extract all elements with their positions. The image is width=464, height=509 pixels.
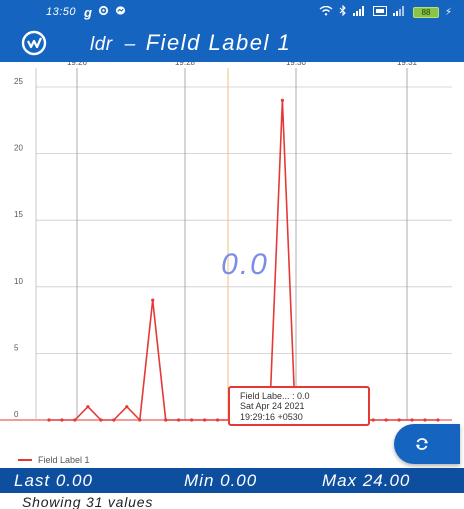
y-axis-ticks: 0 5 10 15 20 25 [14,77,23,419]
data-point[interactable] [203,418,207,422]
battery-icon: 88 [412,6,439,18]
data-point[interactable] [397,418,401,422]
data-point[interactable] [99,418,103,422]
stat-max: Max 24.00 [322,471,411,490]
data-point[interactable] [138,418,142,422]
legend-label: Field Label 1 [38,455,90,465]
status-time: 13:50 [46,6,77,18]
app-title: ldr – Field Label 1 [90,30,291,56]
title-separator: – [124,34,136,55]
y-tick-label: 25 [14,77,23,86]
field-label-title: Field Label 1 [145,30,292,55]
refresh-button[interactable] [394,424,460,464]
current-value-overlay: 0.0 [221,248,269,281]
messenger-icon [115,5,126,19]
x-tick-label: 19:28 [175,62,196,67]
status-left-icons: g [84,5,126,20]
chart-grid [0,68,452,421]
y-tick-label: 20 [14,144,23,153]
data-point[interactable] [177,418,181,422]
volte-icon [372,5,387,19]
signal-icon-2 [392,5,407,19]
data-point[interactable] [125,405,129,409]
bluetooth-icon [339,4,347,19]
y-tick-label: 15 [14,210,23,219]
x-tick-label: 19:30 [286,62,307,67]
data-point[interactable] [47,418,51,422]
y-tick-label: 10 [14,277,23,286]
data-point[interactable] [436,418,440,422]
tooltip-time: 19:29:16 +0530 [240,412,303,422]
charging-icon: ⚡ [444,6,452,18]
signal-icon [352,5,367,19]
chart-tooltip: Field Labe... : 0.0 Sat Apr 24 2021 19:2… [228,386,370,426]
app-logo-icon[interactable] [20,29,48,57]
data-point[interactable] [280,98,284,102]
wifi-icon [319,5,333,19]
y-tick-label: 0 [14,410,19,419]
x-tick-label: 19:31 [397,62,418,67]
tooltip-date: Sat Apr 24 2021 [240,401,305,411]
tooltip-value: Field Labe... : 0.0 [240,391,310,401]
stat-min: Min 0.00 [184,471,258,490]
refresh-icon [416,438,428,450]
line-chart[interactable]: 19:26 19:28 19:30 19:31 0 5 10 15 20 25 0.0 Fiel… [0,62,464,468]
values-count: Showing 31 values [22,494,154,509]
x-tick-label: 19:26 [67,62,88,67]
data-point[interactable] [151,298,155,302]
x-axis-ticks: 19:26 19:28 19:30 19:31 [67,62,418,67]
status-right-icons: 88 ⚡ [319,4,452,19]
app-bar: ldr – Field Label 1 [0,24,464,62]
y-tick-label: 5 [14,343,19,352]
data-point[interactable] [410,418,414,422]
data-point[interactable] [423,418,427,422]
settings-icon [98,5,109,19]
channel-name: ldr [90,34,113,55]
g-icon: g [84,4,92,20]
data-point[interactable] [73,418,77,422]
data-point[interactable] [60,418,64,422]
data-point[interactable] [371,418,375,422]
data-point[interactable] [164,418,168,422]
data-point[interactable] [86,405,90,409]
data-point[interactable] [112,418,116,422]
data-point[interactable] [190,418,194,422]
data-point[interactable] [384,418,388,422]
status-bar: 13:50 g 88 ⚡ [0,0,464,24]
chart-legend: Field Label 1 [18,455,90,465]
data-point[interactable] [215,418,220,422]
stats-bar: Last 0.00 Min 0.00 Max 24.00 [0,468,464,493]
legend-swatch [18,459,32,461]
stat-last: Last 0.00 [14,471,93,490]
